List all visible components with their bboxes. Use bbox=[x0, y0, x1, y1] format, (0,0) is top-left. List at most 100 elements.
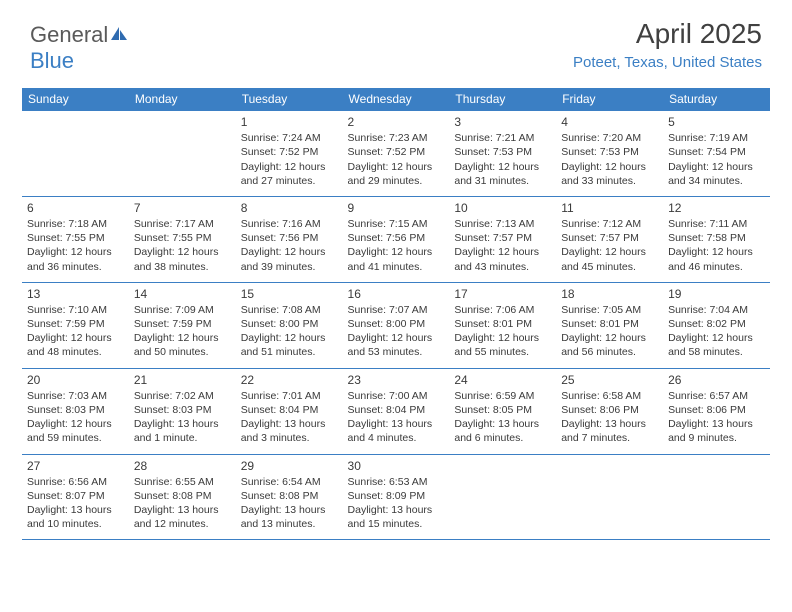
calendar-cell-empty bbox=[663, 454, 770, 540]
calendar-cell: 29Sunrise: 6:54 AMSunset: 8:08 PMDayligh… bbox=[236, 454, 343, 540]
sunset-line: Sunset: 8:00 PM bbox=[348, 317, 445, 331]
calendar-cell: 5Sunrise: 7:19 AMSunset: 7:54 PMDaylight… bbox=[663, 111, 770, 197]
daylight-line: Daylight: 12 hours and 46 minutes. bbox=[668, 245, 765, 273]
daylight-line: Daylight: 12 hours and 51 minutes. bbox=[241, 331, 338, 359]
calendar-body: 1Sunrise: 7:24 AMSunset: 7:52 PMDaylight… bbox=[22, 111, 770, 540]
day-number: 14 bbox=[134, 286, 231, 302]
logo-text-blue: Blue bbox=[30, 48, 74, 73]
calendar-cell: 2Sunrise: 7:23 AMSunset: 7:52 PMDaylight… bbox=[343, 111, 450, 197]
day-number: 20 bbox=[27, 372, 124, 388]
sunrise-line: Sunrise: 7:19 AM bbox=[668, 131, 765, 145]
calendar-cell-empty bbox=[22, 111, 129, 197]
calendar-cell-empty bbox=[449, 454, 556, 540]
sunrise-line: Sunrise: 7:02 AM bbox=[134, 389, 231, 403]
weekday-header: Friday bbox=[556, 88, 663, 111]
day-number: 5 bbox=[668, 114, 765, 130]
day-number: 3 bbox=[454, 114, 551, 130]
day-number: 4 bbox=[561, 114, 658, 130]
daylight-line: Daylight: 12 hours and 45 minutes. bbox=[561, 245, 658, 273]
calendar-cell: 16Sunrise: 7:07 AMSunset: 8:00 PMDayligh… bbox=[343, 282, 450, 368]
daylight-line: Daylight: 12 hours and 55 minutes. bbox=[454, 331, 551, 359]
sunset-line: Sunset: 7:52 PM bbox=[241, 145, 338, 159]
day-number: 10 bbox=[454, 200, 551, 216]
sunrise-line: Sunrise: 6:57 AM bbox=[668, 389, 765, 403]
daylight-line: Daylight: 12 hours and 33 minutes. bbox=[561, 160, 658, 188]
weekday-header: Wednesday bbox=[343, 88, 450, 111]
sunrise-line: Sunrise: 6:58 AM bbox=[561, 389, 658, 403]
day-number: 29 bbox=[241, 458, 338, 474]
weekday-header: Monday bbox=[129, 88, 236, 111]
sunrise-line: Sunrise: 7:04 AM bbox=[668, 303, 765, 317]
sunrise-line: Sunrise: 6:53 AM bbox=[348, 475, 445, 489]
sunset-line: Sunset: 8:09 PM bbox=[348, 489, 445, 503]
calendar-cell: 13Sunrise: 7:10 AMSunset: 7:59 PMDayligh… bbox=[22, 282, 129, 368]
sunset-line: Sunset: 7:58 PM bbox=[668, 231, 765, 245]
daylight-line: Daylight: 12 hours and 38 minutes. bbox=[134, 245, 231, 273]
daylight-line: Daylight: 12 hours and 27 minutes. bbox=[241, 160, 338, 188]
calendar-table: Sunday Monday Tuesday Wednesday Thursday… bbox=[22, 88, 770, 540]
calendar-cell: 3Sunrise: 7:21 AMSunset: 7:53 PMDaylight… bbox=[449, 111, 556, 197]
calendar-cell: 9Sunrise: 7:15 AMSunset: 7:56 PMDaylight… bbox=[343, 196, 450, 282]
calendar-row: 27Sunrise: 6:56 AMSunset: 8:07 PMDayligh… bbox=[22, 454, 770, 540]
sunrise-line: Sunrise: 7:11 AM bbox=[668, 217, 765, 231]
day-number: 19 bbox=[668, 286, 765, 302]
sunrise-line: Sunrise: 7:05 AM bbox=[561, 303, 658, 317]
calendar-cell: 6Sunrise: 7:18 AMSunset: 7:55 PMDaylight… bbox=[22, 196, 129, 282]
sunrise-line: Sunrise: 7:17 AM bbox=[134, 217, 231, 231]
location-text: Poteet, Texas, United States bbox=[573, 54, 762, 71]
sunrise-line: Sunrise: 7:20 AM bbox=[561, 131, 658, 145]
calendar-cell: 17Sunrise: 7:06 AMSunset: 8:01 PMDayligh… bbox=[449, 282, 556, 368]
day-number: 22 bbox=[241, 372, 338, 388]
sunset-line: Sunset: 8:07 PM bbox=[27, 489, 124, 503]
sunset-line: Sunset: 7:55 PM bbox=[27, 231, 124, 245]
day-number: 23 bbox=[348, 372, 445, 388]
sunset-line: Sunset: 8:03 PM bbox=[134, 403, 231, 417]
day-number: 12 bbox=[668, 200, 765, 216]
sunset-line: Sunset: 8:06 PM bbox=[561, 403, 658, 417]
daylight-line: Daylight: 12 hours and 41 minutes. bbox=[348, 245, 445, 273]
day-number: 1 bbox=[241, 114, 338, 130]
sunrise-line: Sunrise: 7:10 AM bbox=[27, 303, 124, 317]
day-number: 30 bbox=[348, 458, 445, 474]
daylight-line: Daylight: 13 hours and 6 minutes. bbox=[454, 417, 551, 445]
daylight-line: Daylight: 13 hours and 9 minutes. bbox=[668, 417, 765, 445]
daylight-line: Daylight: 13 hours and 4 minutes. bbox=[348, 417, 445, 445]
sunset-line: Sunset: 7:52 PM bbox=[348, 145, 445, 159]
calendar-cell: 15Sunrise: 7:08 AMSunset: 8:00 PMDayligh… bbox=[236, 282, 343, 368]
calendar-row: 20Sunrise: 7:03 AMSunset: 8:03 PMDayligh… bbox=[22, 368, 770, 454]
daylight-line: Daylight: 12 hours and 48 minutes. bbox=[27, 331, 124, 359]
sunset-line: Sunset: 8:08 PM bbox=[241, 489, 338, 503]
day-number: 16 bbox=[348, 286, 445, 302]
day-number: 28 bbox=[134, 458, 231, 474]
calendar-cell: 30Sunrise: 6:53 AMSunset: 8:09 PMDayligh… bbox=[343, 454, 450, 540]
daylight-line: Daylight: 12 hours and 34 minutes. bbox=[668, 160, 765, 188]
sunset-line: Sunset: 7:57 PM bbox=[454, 231, 551, 245]
calendar-cell-empty bbox=[129, 111, 236, 197]
sunrise-line: Sunrise: 7:12 AM bbox=[561, 217, 658, 231]
calendar-cell: 24Sunrise: 6:59 AMSunset: 8:05 PMDayligh… bbox=[449, 368, 556, 454]
day-number: 25 bbox=[561, 372, 658, 388]
sunrise-line: Sunrise: 7:23 AM bbox=[348, 131, 445, 145]
sunset-line: Sunset: 8:06 PM bbox=[668, 403, 765, 417]
daylight-line: Daylight: 13 hours and 15 minutes. bbox=[348, 503, 445, 531]
calendar-cell: 22Sunrise: 7:01 AMSunset: 8:04 PMDayligh… bbox=[236, 368, 343, 454]
header: April 2025 Poteet, Texas, United States bbox=[573, 18, 762, 71]
sunrise-line: Sunrise: 7:13 AM bbox=[454, 217, 551, 231]
brand-logo: General Blue bbox=[30, 22, 128, 74]
daylight-line: Daylight: 12 hours and 58 minutes. bbox=[668, 331, 765, 359]
weekday-header: Sunday bbox=[22, 88, 129, 111]
sunset-line: Sunset: 7:56 PM bbox=[348, 231, 445, 245]
sunset-line: Sunset: 8:03 PM bbox=[27, 403, 124, 417]
sunset-line: Sunset: 8:01 PM bbox=[561, 317, 658, 331]
sunrise-line: Sunrise: 7:24 AM bbox=[241, 131, 338, 145]
day-number: 21 bbox=[134, 372, 231, 388]
day-number: 9 bbox=[348, 200, 445, 216]
day-number: 13 bbox=[27, 286, 124, 302]
calendar-cell: 19Sunrise: 7:04 AMSunset: 8:02 PMDayligh… bbox=[663, 282, 770, 368]
daylight-line: Daylight: 13 hours and 12 minutes. bbox=[134, 503, 231, 531]
sunset-line: Sunset: 8:01 PM bbox=[454, 317, 551, 331]
calendar-cell: 14Sunrise: 7:09 AMSunset: 7:59 PMDayligh… bbox=[129, 282, 236, 368]
daylight-line: Daylight: 12 hours and 36 minutes. bbox=[27, 245, 124, 273]
day-number: 15 bbox=[241, 286, 338, 302]
calendar-cell: 4Sunrise: 7:20 AMSunset: 7:53 PMDaylight… bbox=[556, 111, 663, 197]
